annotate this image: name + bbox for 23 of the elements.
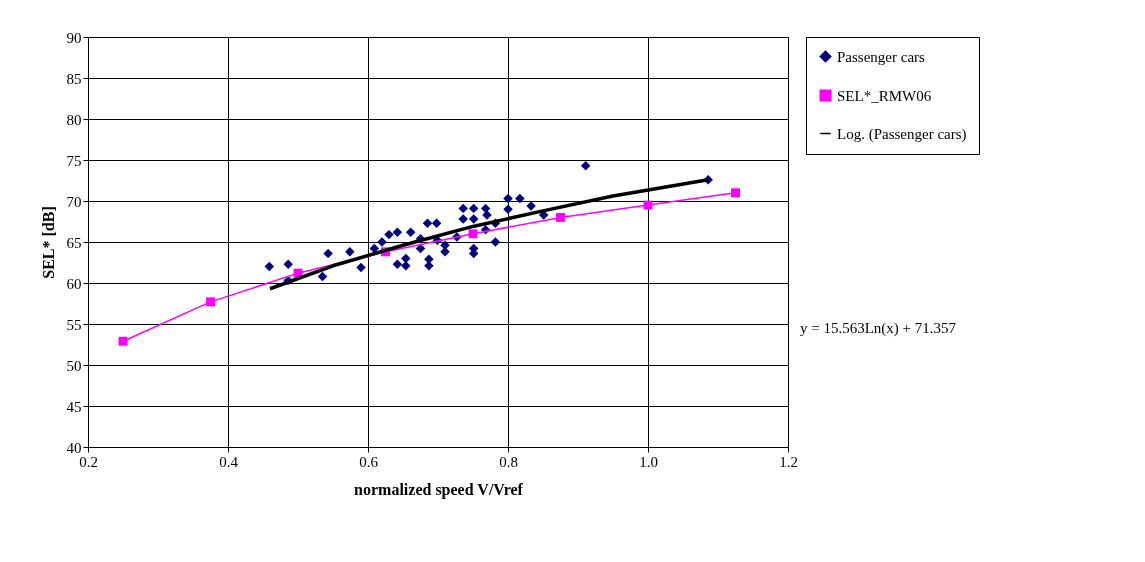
y-axis-title: SEL* [dB] xyxy=(39,206,57,279)
legend-label: Passenger cars xyxy=(837,48,926,65)
text: y = 15.563Ln(x) + 71.357 xyxy=(800,320,957,338)
y-tick-label: 75 xyxy=(66,152,82,169)
legend-label: SEL*_RMW06 xyxy=(837,87,932,104)
y-tick-label: 45 xyxy=(66,398,82,415)
x-tick-label: 1.0 xyxy=(639,453,658,470)
x-tick-label: 1.2 xyxy=(779,453,798,470)
y-tick-label: 90 xyxy=(66,29,82,46)
x-tick-label: 0.4 xyxy=(219,453,239,470)
x-tick-label: 0.6 xyxy=(359,453,379,470)
x-tick-label: 0.8 xyxy=(499,453,518,470)
x-tick-label: 0.2 xyxy=(79,453,98,470)
y-tick-label: 50 xyxy=(66,357,82,374)
y-tick-label: 40 xyxy=(66,439,82,456)
y-tick-label: 85 xyxy=(66,70,82,87)
y-tick-label: 70 xyxy=(66,193,82,210)
y-tick-label: 80 xyxy=(66,111,82,128)
y-tick-label: 60 xyxy=(66,275,82,292)
x-axis-title: normalized speed V/Vref xyxy=(354,480,524,499)
y-tick-label: 65 xyxy=(66,234,82,251)
legend-label: Log. (Passenger cars) xyxy=(837,125,967,143)
y-tick-label: 55 xyxy=(66,316,82,333)
